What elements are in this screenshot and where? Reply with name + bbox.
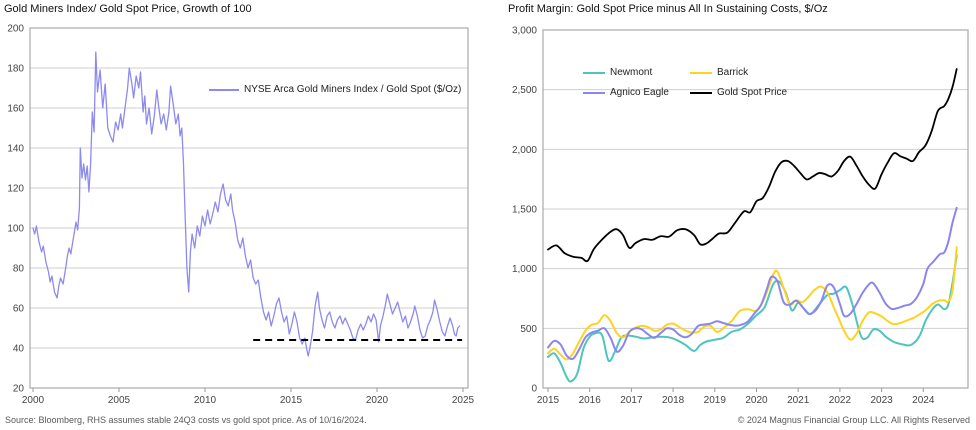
svg-text:40: 40 (13, 344, 25, 355)
svg-text:2017: 2017 (620, 395, 643, 406)
source-note: Source: Bloomberg, RHS assumes stable 24… (5, 415, 367, 425)
svg-text:2000: 2000 (22, 395, 45, 406)
svg-text:60: 60 (13, 304, 25, 315)
agnico-eagle-line-swatch (583, 91, 605, 94)
svg-text:2015: 2015 (280, 395, 303, 406)
svg-text:160: 160 (7, 104, 24, 115)
newmont-legend-label: Newmont (610, 67, 653, 78)
svg-text:2021: 2021 (787, 395, 810, 406)
left-chart-legend: NYSE Arca Gold Miners Index / Gold Spot … (209, 84, 461, 95)
gold-spot-price-line-swatch (690, 91, 712, 94)
svg-text:2020: 2020 (745, 395, 768, 406)
newmont-line-swatch (583, 71, 605, 74)
svg-text:3,000: 3,000 (512, 26, 537, 37)
svg-text:1,000: 1,000 (512, 264, 537, 275)
svg-text:140: 140 (7, 144, 24, 155)
svg-text:0: 0 (531, 384, 537, 395)
legend-item-newmont: Newmont (583, 67, 690, 78)
svg-text:2024: 2024 (912, 395, 935, 406)
svg-text:2020: 2020 (366, 395, 389, 406)
svg-text:2010: 2010 (194, 395, 217, 406)
svg-text:200: 200 (7, 24, 24, 35)
gold-miners-ratio-chart: 20 40 60 80 100 120 140 160 180 200 2000 2005 2010 20… (7, 24, 475, 407)
svg-text:2019: 2019 (704, 395, 727, 406)
svg-text:2022: 2022 (829, 395, 852, 406)
miners-line-swatch (209, 88, 239, 91)
svg-text:2025: 2025 (452, 395, 475, 406)
profit-margin-chart: 0 500 1,000 1,500 2,000 2,500 3,000 2015 2016 201… (512, 26, 969, 406)
svg-text:500: 500 (520, 324, 537, 335)
left-chart-title: Gold Miners Index/ Gold Spot Price, Grow… (4, 3, 252, 15)
svg-text:2015: 2015 (537, 395, 560, 406)
legend-item-gold-spot-price: Gold Spot Price (690, 87, 787, 98)
gold-miners-index-panel: 20 40 60 80 100 120 140 160 180 200 2000 2005 2010 20… (4, 3, 475, 407)
copyright-note: © 2024 Magnus Financial Group LLC. All R… (737, 415, 970, 425)
svg-text:20: 20 (13, 384, 25, 395)
agnico-eagle-legend-label: Agnico Eagle (610, 87, 669, 98)
svg-text:100: 100 (7, 224, 24, 235)
profit-margin-panel: 0 500 1,000 1,500 2,000 2,500 3,000 2015 2016 201… (498, 0, 976, 430)
legend-item-agnico-eagle: Agnico Eagle (583, 87, 690, 98)
svg-text:1,500: 1,500 (512, 205, 537, 216)
barrick-line-swatch (690, 71, 712, 74)
svg-text:180: 180 (7, 64, 24, 75)
right-chart-title: Profit Margin: Gold Spot Price minus All… (508, 3, 828, 15)
right-chart-legend: Newmont Barrick Agnico Eagle Gold Spot P… (583, 67, 787, 98)
miners-legend-label: NYSE Arca Gold Miners Index / Gold Spot … (244, 84, 462, 95)
svg-text:2016: 2016 (579, 395, 602, 406)
svg-text:2023: 2023 (870, 395, 893, 406)
legend-item-barrick: Barrick (690, 67, 787, 78)
svg-text:80: 80 (13, 264, 25, 275)
barrick-legend-label: Barrick (717, 67, 749, 78)
svg-text:2,000: 2,000 (512, 145, 537, 156)
svg-text:120: 120 (7, 184, 24, 195)
svg-text:2005: 2005 (108, 395, 131, 406)
gold-spot-price-legend-label: Gold Spot Price (717, 87, 788, 98)
svg-text:2018: 2018 (662, 395, 685, 406)
svg-text:2,500: 2,500 (512, 85, 537, 96)
